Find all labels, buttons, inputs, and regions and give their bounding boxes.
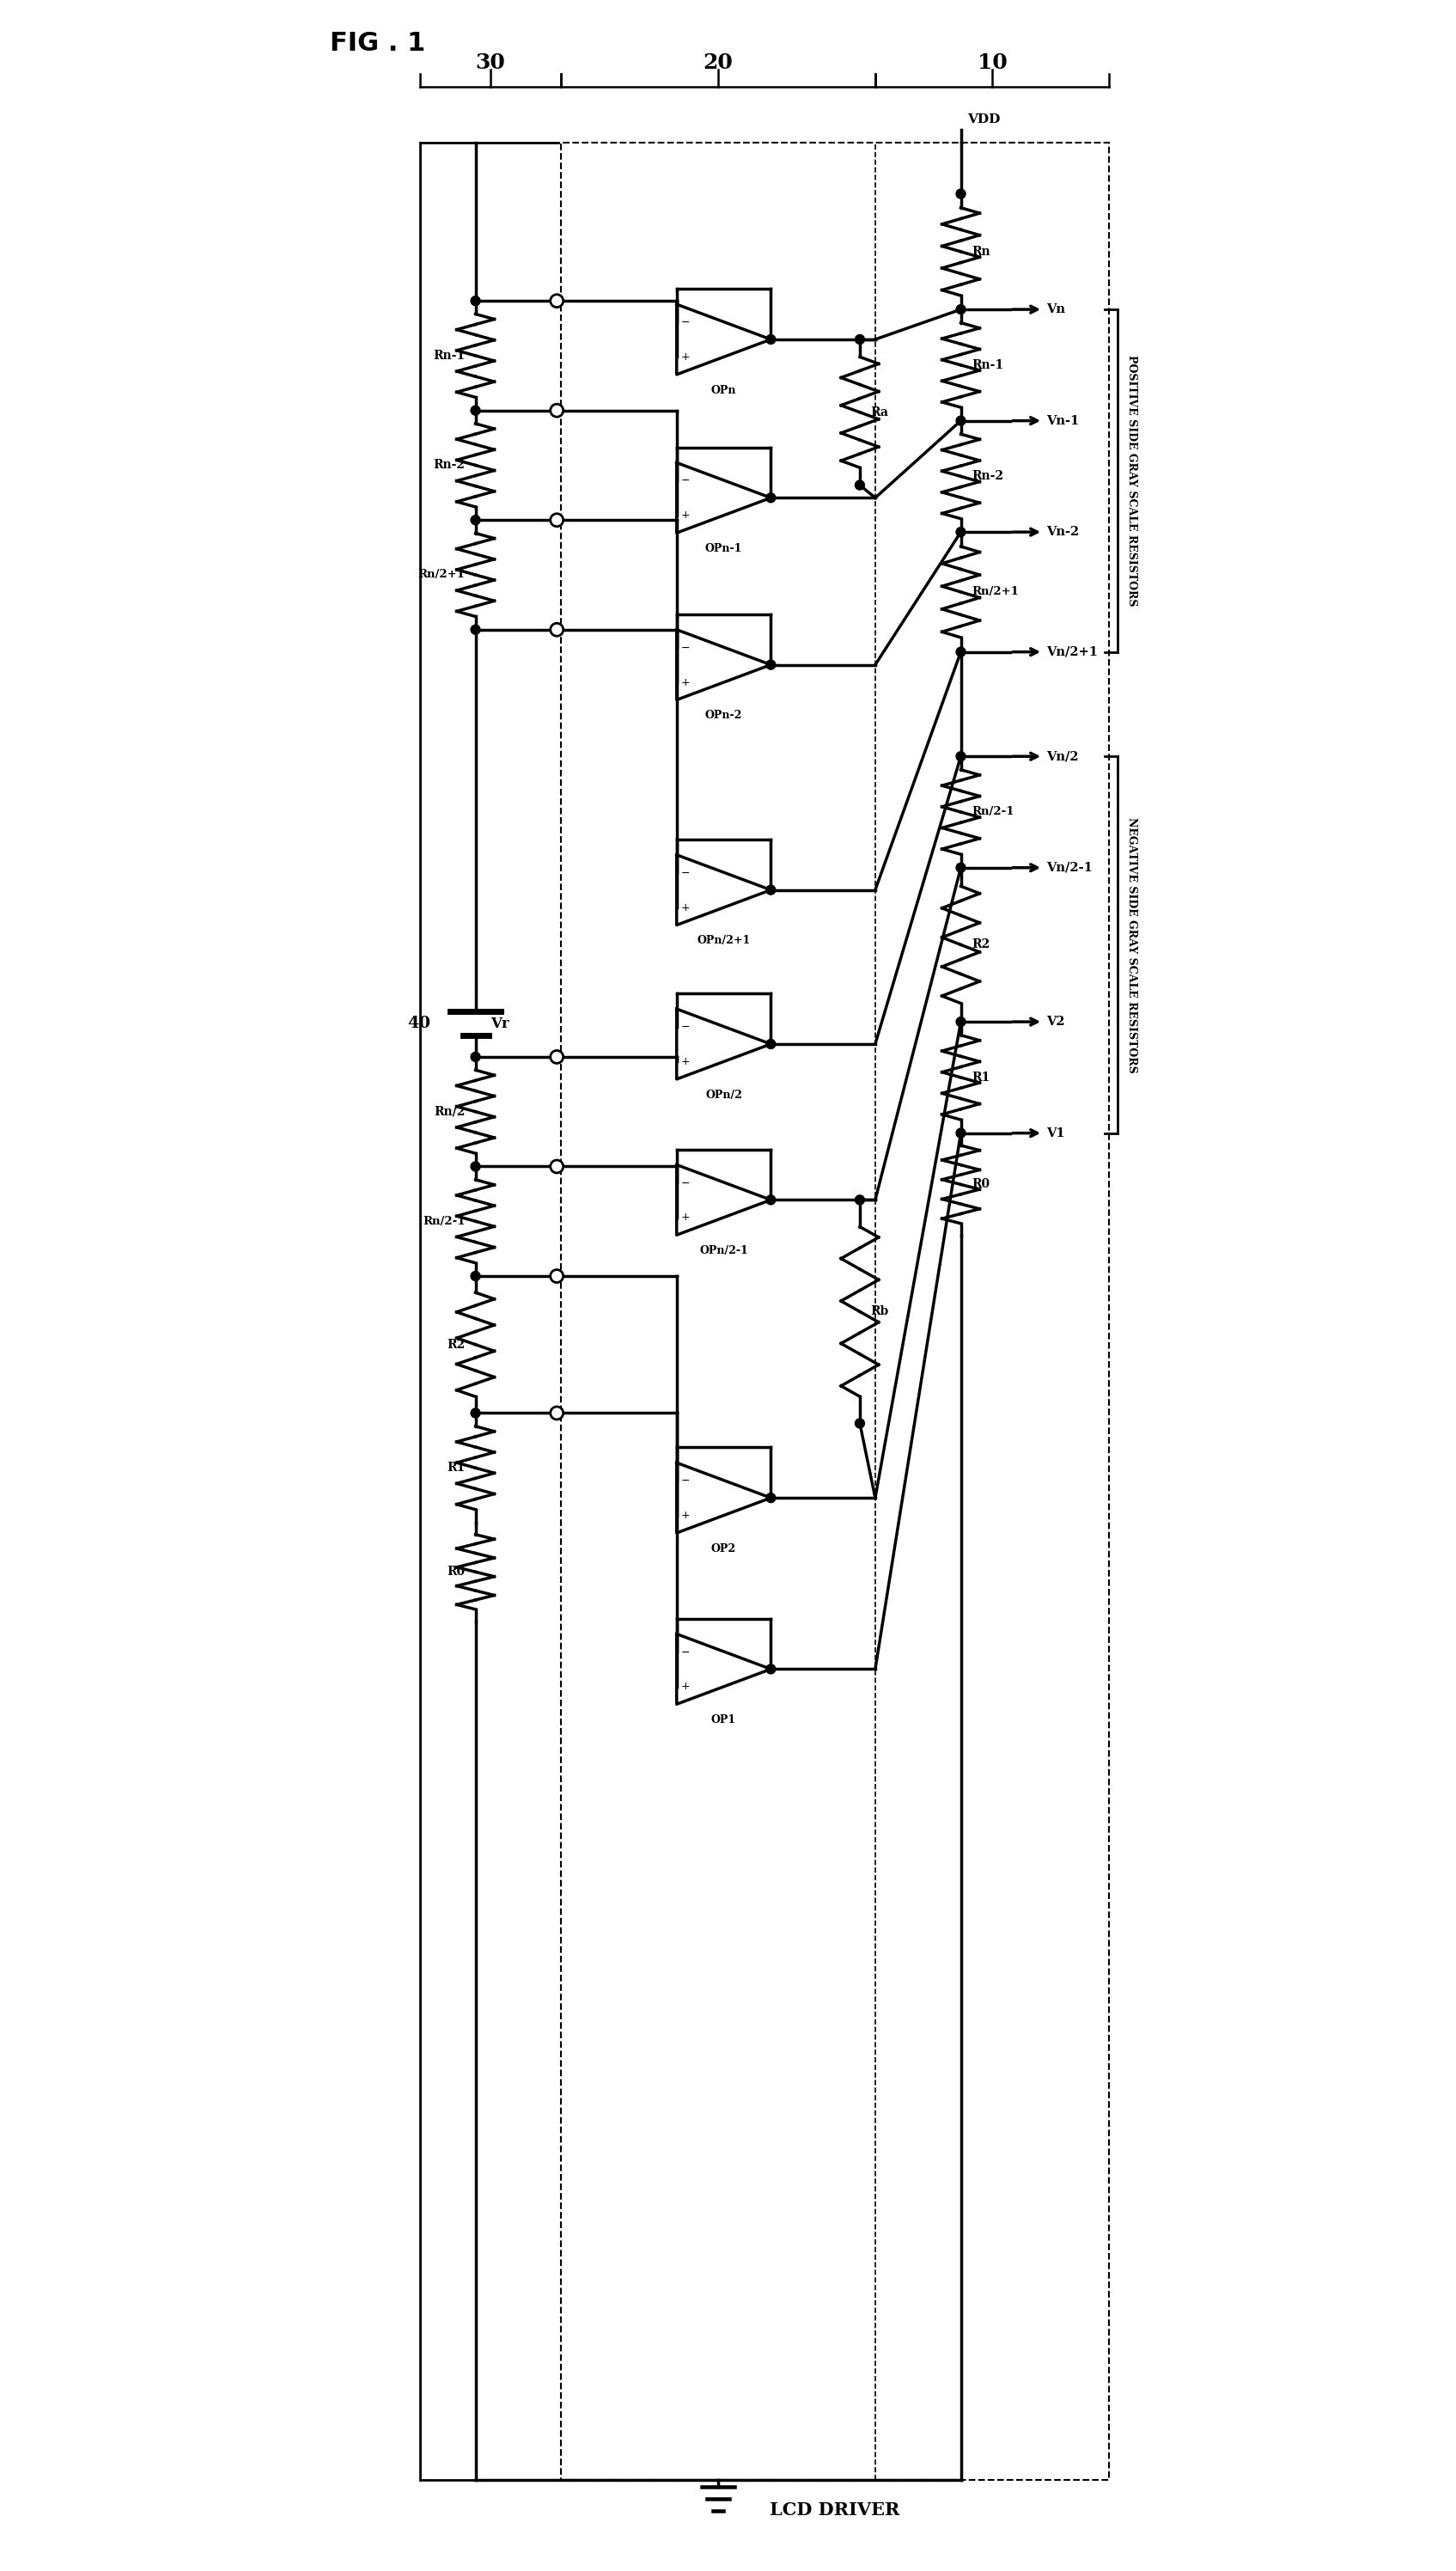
Text: 30: 30	[476, 51, 505, 72]
Circle shape	[470, 406, 480, 414]
Circle shape	[470, 1409, 480, 1417]
Text: $-$: $-$	[680, 1645, 690, 1658]
Circle shape	[766, 1196, 776, 1206]
Circle shape	[550, 622, 563, 635]
Text: $-$: $-$	[680, 1021, 690, 1031]
Text: OPn/2-1: OPn/2-1	[699, 1244, 748, 1257]
Text: $+$: $+$	[680, 1057, 690, 1067]
Text: Vr: Vr	[491, 1016, 510, 1031]
Text: FIG . 1: FIG . 1	[331, 31, 425, 57]
Circle shape	[957, 751, 965, 761]
Circle shape	[550, 514, 563, 527]
Text: Rn/2+1: Rn/2+1	[418, 568, 466, 581]
Text: R0: R0	[447, 1566, 466, 1579]
Text: $-$: $-$	[680, 866, 690, 877]
Circle shape	[957, 1018, 965, 1026]
Text: R1: R1	[447, 1463, 466, 1473]
Text: OP1: OP1	[711, 1715, 737, 1725]
Circle shape	[855, 481, 865, 491]
Text: $+$: $+$	[680, 509, 690, 522]
Text: VDD: VDD	[968, 113, 1000, 126]
Circle shape	[957, 306, 965, 314]
Text: Rb: Rb	[871, 1306, 888, 1316]
Text: Rn-2: Rn-2	[434, 460, 466, 470]
Circle shape	[957, 648, 965, 656]
Text: $+$: $+$	[680, 1681, 690, 1692]
Text: Rn/2: Rn/2	[434, 1106, 466, 1118]
Text: Ra: Ra	[871, 406, 888, 419]
Text: OPn: OPn	[711, 386, 737, 396]
Text: $+$: $+$	[680, 676, 690, 689]
Text: OPn/2: OPn/2	[705, 1090, 743, 1100]
Circle shape	[470, 1273, 480, 1280]
Text: 10: 10	[977, 51, 1008, 72]
Text: $-$: $-$	[680, 476, 690, 486]
Circle shape	[470, 625, 480, 635]
Circle shape	[470, 1052, 480, 1062]
Text: $-$: $-$	[680, 1178, 690, 1188]
Circle shape	[957, 864, 965, 872]
Circle shape	[855, 334, 865, 345]
Circle shape	[957, 527, 965, 537]
Circle shape	[550, 1270, 563, 1283]
Text: R1: R1	[973, 1072, 990, 1082]
Text: Vn/2+1: Vn/2+1	[1047, 645, 1098, 658]
Text: Rn-1: Rn-1	[973, 360, 1003, 370]
Text: $+$: $+$	[680, 1509, 690, 1522]
Circle shape	[957, 1129, 965, 1139]
Text: $+$: $+$	[680, 1211, 690, 1224]
Text: NEGATIVE SIDE GRAY SCALE RESISTORS: NEGATIVE SIDE GRAY SCALE RESISTORS	[1127, 818, 1137, 1072]
Text: Vn/2-1: Vn/2-1	[1047, 861, 1092, 874]
Circle shape	[766, 1663, 776, 1674]
Circle shape	[470, 514, 480, 524]
Text: Rn/2+1: Rn/2+1	[973, 586, 1019, 596]
Text: Rn: Rn	[973, 247, 990, 257]
Circle shape	[766, 884, 776, 895]
Text: R2: R2	[447, 1339, 466, 1350]
Circle shape	[766, 1039, 776, 1049]
Circle shape	[550, 1160, 563, 1172]
Circle shape	[470, 296, 480, 306]
Text: Vn/2: Vn/2	[1047, 751, 1079, 764]
Circle shape	[957, 190, 965, 198]
Text: OPn-1: OPn-1	[705, 542, 743, 555]
Text: OPn-2: OPn-2	[705, 710, 743, 722]
Text: Vn: Vn	[1047, 303, 1066, 316]
Circle shape	[855, 1196, 865, 1206]
Text: LCD DRIVER: LCD DRIVER	[770, 2502, 900, 2520]
Text: OPn/2+1: OPn/2+1	[697, 936, 750, 946]
Text: V2: V2	[1047, 1016, 1064, 1028]
Text: Rn/2-1: Rn/2-1	[973, 807, 1015, 818]
Text: $-$: $-$	[680, 643, 690, 653]
Text: V1: V1	[1047, 1126, 1064, 1139]
Text: 20: 20	[703, 51, 732, 72]
Circle shape	[855, 1419, 865, 1427]
Circle shape	[470, 1162, 480, 1172]
Text: $+$: $+$	[680, 352, 690, 363]
Circle shape	[766, 494, 776, 501]
Circle shape	[550, 1406, 563, 1419]
Text: Rn/2-1: Rn/2-1	[422, 1216, 466, 1226]
Text: Rn-2: Rn-2	[973, 470, 1003, 483]
Text: Rn-1: Rn-1	[434, 350, 466, 363]
Text: OP2: OP2	[711, 1543, 737, 1555]
Circle shape	[766, 334, 776, 345]
Bar	[561, 141, 1109, 2481]
Text: Vn-1: Vn-1	[1047, 414, 1079, 427]
Circle shape	[957, 417, 965, 424]
Text: $-$: $-$	[680, 316, 690, 327]
Circle shape	[766, 1494, 776, 1501]
Text: $+$: $+$	[680, 902, 690, 913]
Text: R2: R2	[973, 938, 990, 951]
Text: $-$: $-$	[680, 1476, 690, 1486]
Text: POSITIVE SIDE GRAY SCALE RESISTORS: POSITIVE SIDE GRAY SCALE RESISTORS	[1127, 355, 1137, 607]
Circle shape	[550, 1052, 563, 1064]
Circle shape	[550, 296, 563, 309]
Text: R0: R0	[973, 1178, 990, 1190]
Text: 40: 40	[408, 1016, 431, 1031]
Circle shape	[766, 661, 776, 668]
Circle shape	[550, 404, 563, 417]
Text: Vn-2: Vn-2	[1047, 527, 1079, 537]
